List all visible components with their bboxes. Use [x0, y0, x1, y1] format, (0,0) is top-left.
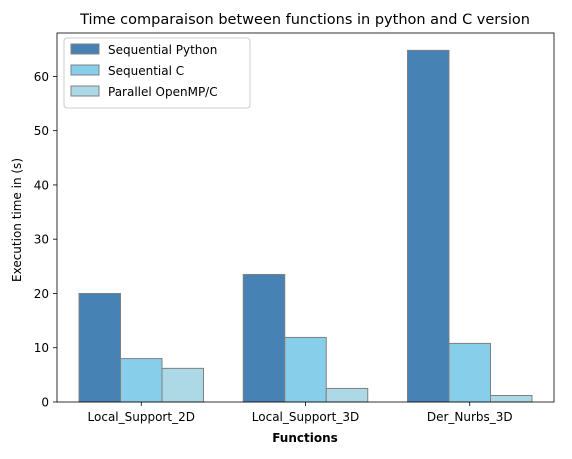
chart-title: Time comparaison between functions in py… [79, 12, 530, 28]
y-tick-label: 30 [34, 233, 49, 247]
bar-2-2 [284, 336, 327, 403]
bar-3-2 [325, 387, 369, 403]
legend: Sequential Python Sequential C Parallel Op… [63, 37, 251, 109]
y-axis-label: Execution time in (s) [10, 158, 24, 282]
legend-box [63, 37, 251, 109]
legend-label-1: Sequential Python [108, 43, 217, 57]
y-tick-label: 40 [34, 178, 49, 192]
legend-swatch-2 [70, 64, 100, 76]
bar-3-3 [490, 394, 533, 403]
bar-1-3 [407, 49, 450, 403]
y-tick-label: 20 [34, 287, 49, 301]
axes-layer: Local_Support_2D Local_Support_3D Der_Nurb… [34, 32, 555, 424]
bar-1-1 [78, 292, 121, 403]
legend-swatch-3 [70, 85, 100, 97]
bar-1-2 [242, 273, 286, 403]
bar-3-1 [161, 367, 204, 403]
plot-frame [56, 32, 555, 403]
legend-label-3: Parallel OpenMP/C [108, 85, 218, 99]
x-tick-label: Der_Nurbs_3D [427, 410, 513, 424]
x-tick-label: Local_Support_3D [252, 410, 359, 424]
x-tick-label: Local_Support_2D [88, 410, 195, 424]
y-tick-label: 50 [34, 124, 49, 138]
legend-label-2: Sequential C [108, 64, 184, 78]
y-tick-label: 0 [41, 396, 49, 410]
y-tick-label: 60 [34, 70, 49, 84]
x-axis-label: Functions [272, 431, 338, 445]
bars-layer [78, 49, 533, 403]
y-tick-label: 10 [34, 341, 49, 355]
bar-2-3 [448, 342, 491, 403]
bar-2-1 [120, 358, 163, 403]
legend-swatch-1 [70, 43, 100, 55]
